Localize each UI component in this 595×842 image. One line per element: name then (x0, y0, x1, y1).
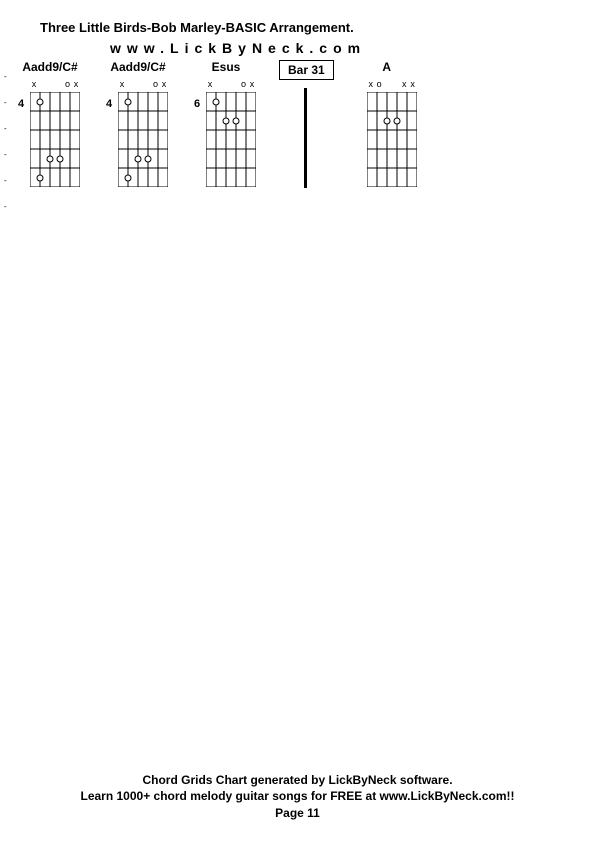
finger-dot (213, 98, 220, 105)
finger-dot (135, 155, 142, 162)
finger-dots (30, 92, 80, 187)
chord-grid: xox 4 (20, 80, 80, 190)
finger-dots (206, 92, 256, 187)
fret-number: 4 (106, 98, 112, 110)
finger-dot (223, 117, 230, 124)
finger-dot (233, 117, 240, 124)
chord-grid: xox 6 (196, 80, 256, 190)
bar-separator: Bar 31 (279, 60, 334, 188)
footer-line-1: Chord Grids Chart generated by LickByNec… (0, 772, 595, 789)
string-markers: xox (30, 80, 80, 92)
left-tick-marks: ------ (4, 72, 7, 211)
finger-dot (125, 174, 132, 181)
chord-diagram: Esus xox 6 (191, 60, 261, 190)
footer-line-2: Learn 1000+ chord melody guitar songs fo… (0, 788, 595, 805)
chord-name: A (382, 60, 391, 76)
finger-dot (37, 98, 44, 105)
footer: Chord Grids Chart generated by LickByNec… (0, 772, 595, 822)
chord-grid: xox 4 (108, 80, 168, 190)
finger-dot (125, 98, 132, 105)
fret-number: 6 (194, 98, 200, 110)
chord-diagram: Aadd9/C# xox 4 (103, 60, 173, 190)
finger-dots (367, 92, 417, 187)
finger-dot (37, 174, 44, 181)
website-label: www.LickByNeck.com (110, 40, 366, 56)
chord-row: Aadd9/C# xox 4 Aadd9/C# xox 4 Esus xox 6 Bar 31 Ax… (15, 60, 422, 190)
chord-grid: xoxx (357, 80, 417, 190)
chord-diagram: Aadd9/C# xox 4 (15, 60, 85, 190)
bar-divider-line (304, 88, 307, 188)
page-title: Three Little Birds-Bob Marley-BASIC Arra… (40, 20, 354, 35)
chord-name: Esus (212, 60, 241, 76)
chord-name: Aadd9/C# (110, 60, 165, 76)
finger-dot (393, 117, 400, 124)
string-markers: xox (206, 80, 256, 92)
chord-diagram: Axoxx (352, 60, 422, 190)
string-markers: xox (118, 80, 168, 92)
fret-number: 4 (18, 98, 24, 110)
finger-dot (145, 155, 152, 162)
string-markers: xoxx (367, 80, 417, 92)
finger-dot (57, 155, 64, 162)
chord-name: Aadd9/C# (22, 60, 77, 76)
page-number: Page 11 (0, 805, 595, 822)
finger-dot (47, 155, 54, 162)
finger-dot (383, 117, 390, 124)
bar-label: Bar 31 (279, 60, 334, 80)
finger-dots (118, 92, 168, 187)
